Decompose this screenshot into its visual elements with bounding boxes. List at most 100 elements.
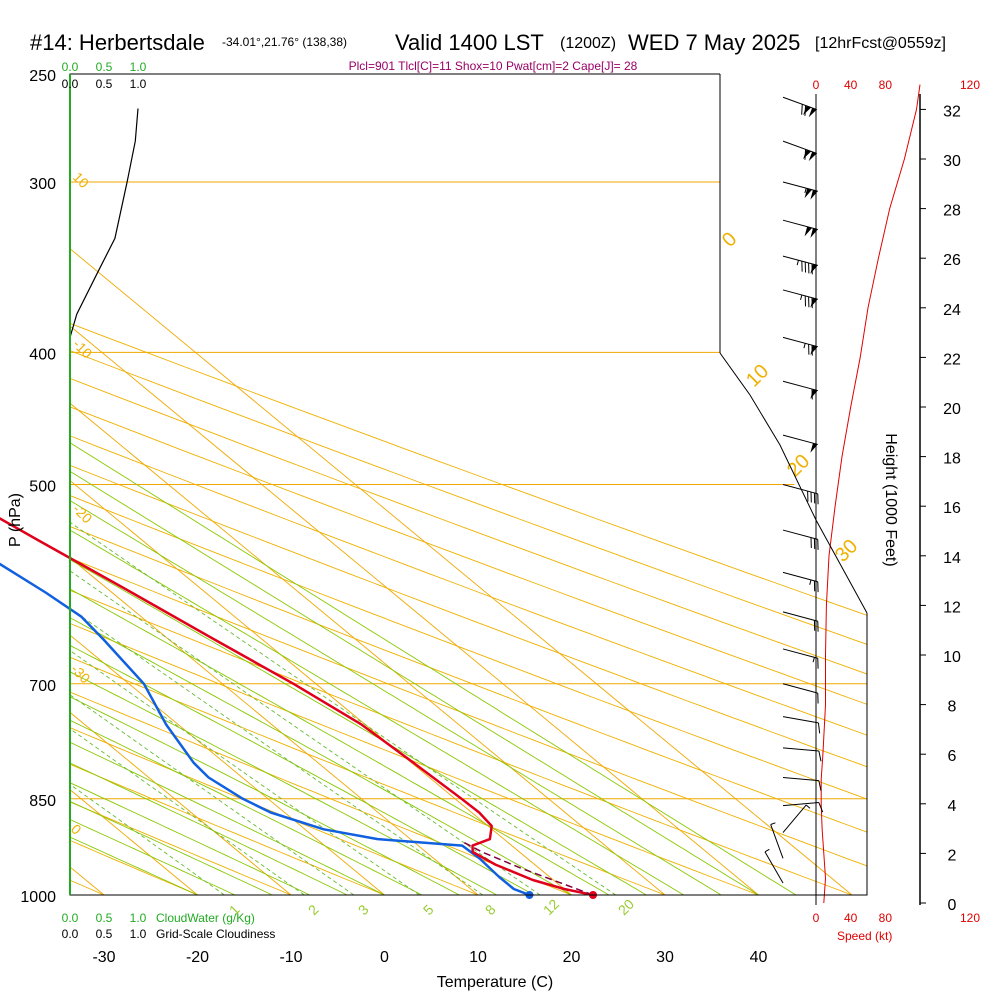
wind-barb [782,683,819,704]
height-tick-label: 12 [943,599,961,616]
height-tick-label: 10 [943,649,961,666]
dry-adiabat [70,74,867,895]
valid-date: WED 7 May 2025 [628,30,800,55]
barb-half [809,579,812,585]
barb-staff [782,802,819,807]
temperature-tick-label: -30 [92,949,115,966]
dry-adiabat [70,74,867,895]
cloudwater-tick-bottom: 0.5 [96,911,113,925]
dewpoint-profile [0,562,530,897]
pressure-tick-label: 300 [29,176,56,193]
wind-barb [782,484,819,505]
barb-flag [804,226,812,237]
barb-staff [782,804,807,833]
moist-adiabat [70,74,647,895]
moist-adiabat [70,74,310,895]
tropopause-edge [719,352,868,614]
moist-adiabat [70,74,759,895]
speed-tick-top: 0 [813,78,820,92]
barb-half [764,848,770,853]
moist-adiabat [70,74,797,895]
barb-staff [782,434,818,445]
wind-barb [782,96,817,118]
moist-adiabat [70,74,684,895]
barb-flag [804,188,812,199]
y-axis-title: P (hPa) [7,493,24,547]
wind-barb [782,529,819,550]
cloudwater-tick-bottom: 1.0 [130,911,147,925]
height-tick-label: 24 [943,302,961,319]
cloudiness-tick-top: 1.0 [130,77,147,91]
cloudwater-tick-top: 0.5 [96,60,113,74]
speed-axis-title: Speed (kt) [837,929,892,943]
dry-adiabat [70,74,867,895]
barb-staff [782,484,818,495]
wind-barb [782,611,819,632]
barb-half [800,294,803,300]
barb-staff [770,824,784,859]
isotherm [70,74,292,895]
moist-adiabat [70,74,572,895]
speed-tick-bottom: 120 [960,911,980,925]
height-tick-label: 16 [943,500,961,517]
moist-adiabat [70,74,535,895]
barb-flag [808,107,817,118]
height-tick-label: 22 [943,351,961,368]
temperature-tick-label: -10 [279,949,302,966]
isotherm [70,74,853,895]
sounding-profiles [0,84,921,904]
temperature-tick-label: 40 [750,949,768,966]
dry-adiabat [70,74,867,895]
height-tick-label: 0 [948,897,957,914]
wind-barb [782,804,811,833]
moist-adiabat [70,74,423,895]
cloudiness-tick-top: 0.5 [96,77,113,91]
pressure-tick-label: 850 [29,793,56,810]
height-tick-label: 8 [948,699,957,716]
moist-adiabat [70,74,722,895]
pressure-tick-label: 500 [29,479,56,496]
wind-barb [782,802,824,813]
barb-half [770,822,776,825]
cloudiness-profile [69,108,139,338]
height-tick-label: 2 [948,847,957,864]
height-tick-label: 32 [943,103,961,120]
mixing-ratio-3 [70,351,355,895]
temperature-profile [0,517,594,897]
pressure-tick-label: 250 [29,68,56,85]
cloudwater-tick-top: 1.0 [130,60,147,74]
cloudwater-axis-title: CloudWater (g/Kg) [156,911,255,925]
barb-half [805,804,811,809]
cloudwater-tick-bottom: 0.0 [62,911,79,925]
barb-staff [782,776,819,782]
barb-staff [782,683,818,694]
height-tick-label: 14 [943,550,961,567]
speed-tick-bottom: 0 [813,911,820,925]
isotherm [70,74,666,895]
temperature-tick-label: 20 [563,949,581,966]
temperature-tick-label: 30 [656,949,674,966]
isotherm [70,74,479,895]
speed-tick-bottom: 80 [879,911,893,925]
barb-full [801,104,803,115]
barb-full [817,722,821,734]
height-tick-label: 30 [943,153,961,170]
station-coords: -34.01°,21.76° (138,38) [222,35,347,49]
barb-full [804,149,807,160]
moist-adiabat [70,74,610,895]
pressure-tick-label: 400 [29,346,56,363]
height-tick-label: 26 [943,252,961,269]
barb-staff [782,611,818,622]
wind-barb [782,776,822,791]
moist-adiabat [70,74,348,895]
dry-adiabat [70,74,867,895]
barb-staff [782,648,818,659]
barb-staff [782,747,819,752]
parcel-profile [463,841,594,896]
cloudiness-tick-bottom: 0.0 [62,927,79,941]
chart-title: #14: Herbertsdale [30,30,205,55]
barb-half [812,657,815,663]
barb-staff [782,716,819,724]
